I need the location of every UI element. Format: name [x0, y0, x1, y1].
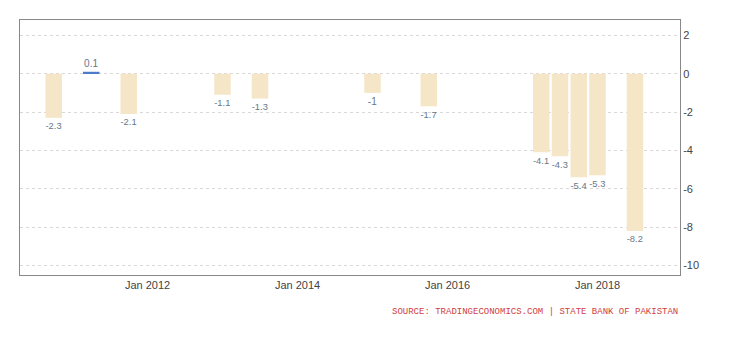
svg-text:-8: -8 — [683, 221, 693, 233]
svg-text:SOURCE: TRADINGECONOMICS.COM |: SOURCE: TRADINGECONOMICS.COM | STATE BAN… — [392, 307, 678, 317]
svg-text:Jan 2012: Jan 2012 — [125, 279, 170, 291]
svg-text:0: 0 — [683, 68, 689, 80]
svg-text:-6: -6 — [683, 183, 693, 195]
svg-text:-2.1: -2.1 — [121, 117, 137, 127]
svg-text:-1.3: -1.3 — [252, 102, 268, 112]
svg-text:Jan 2018: Jan 2018 — [575, 279, 620, 291]
svg-text:-5.3: -5.3 — [589, 179, 605, 189]
svg-text:-2.3: -2.3 — [46, 121, 62, 131]
svg-text:0.1: 0.1 — [84, 58, 98, 69]
svg-text:Jan 2016: Jan 2016 — [425, 279, 470, 291]
svg-text:-10: -10 — [683, 259, 699, 271]
svg-text:-4.3: -4.3 — [552, 160, 568, 170]
svg-text:-1: -1 — [368, 96, 377, 107]
svg-text:-4.1: -4.1 — [533, 156, 549, 166]
svg-text:-4: -4 — [683, 144, 693, 156]
svg-text:-8.2: -8.2 — [627, 234, 643, 244]
svg-text:-1.1: -1.1 — [214, 98, 230, 108]
svg-text:-5.4: -5.4 — [571, 181, 587, 191]
svg-text:-2: -2 — [683, 106, 693, 118]
svg-text:Jan 2014: Jan 2014 — [275, 279, 320, 291]
svg-text:-1.7: -1.7 — [421, 110, 437, 120]
svg-text:2: 2 — [683, 29, 689, 41]
